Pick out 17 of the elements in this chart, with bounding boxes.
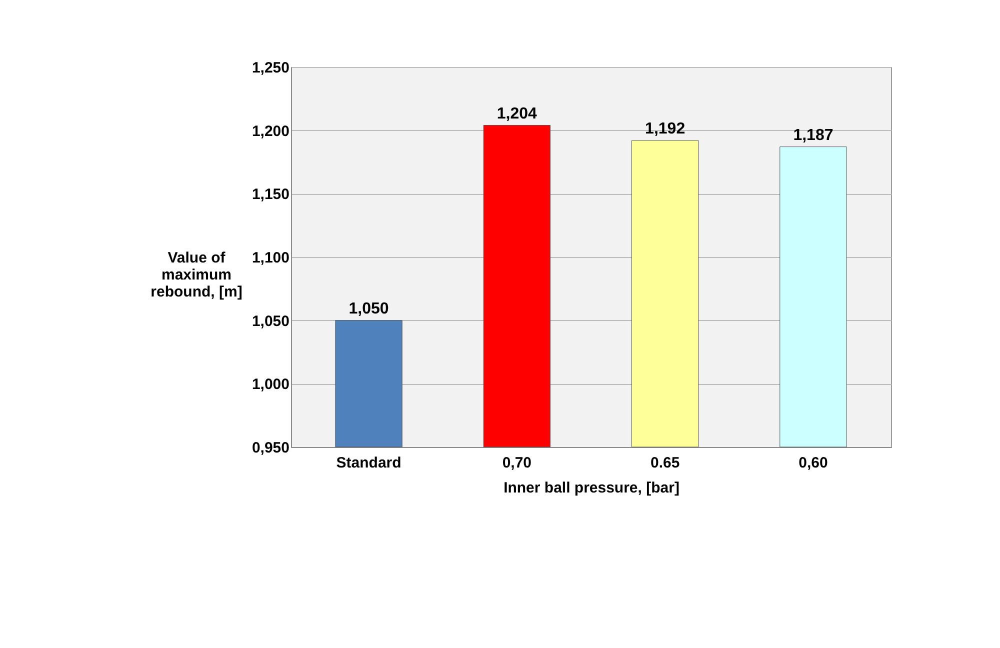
y-tick-label: 1,250: [252, 60, 290, 76]
y-tick-label: 1,150: [252, 186, 290, 204]
data-label: 1,192: [645, 120, 686, 138]
x-axis-title: Inner ball pressure, [bar]: [504, 480, 680, 496]
y-tick-label: 1,200: [252, 122, 290, 140]
x-tick-label: Standard: [336, 454, 402, 472]
data-label: 1,187: [793, 126, 834, 144]
y-axis-title: Value of maximum rebound, [m]: [150, 250, 242, 300]
data-label: 1,050: [348, 300, 389, 318]
y-tick-label: 1,050: [252, 312, 290, 330]
y-tick-label: 0,950: [252, 440, 290, 456]
y-tick-label: 1,100: [252, 250, 290, 266]
y-tick-label: 1,000: [252, 376, 290, 394]
x-tick-label: 0,70: [502, 454, 532, 472]
x-tick-label: 0.65: [650, 454, 680, 472]
data-label: 1,204: [496, 105, 538, 122]
x-tick-label: 0,60: [798, 454, 828, 472]
